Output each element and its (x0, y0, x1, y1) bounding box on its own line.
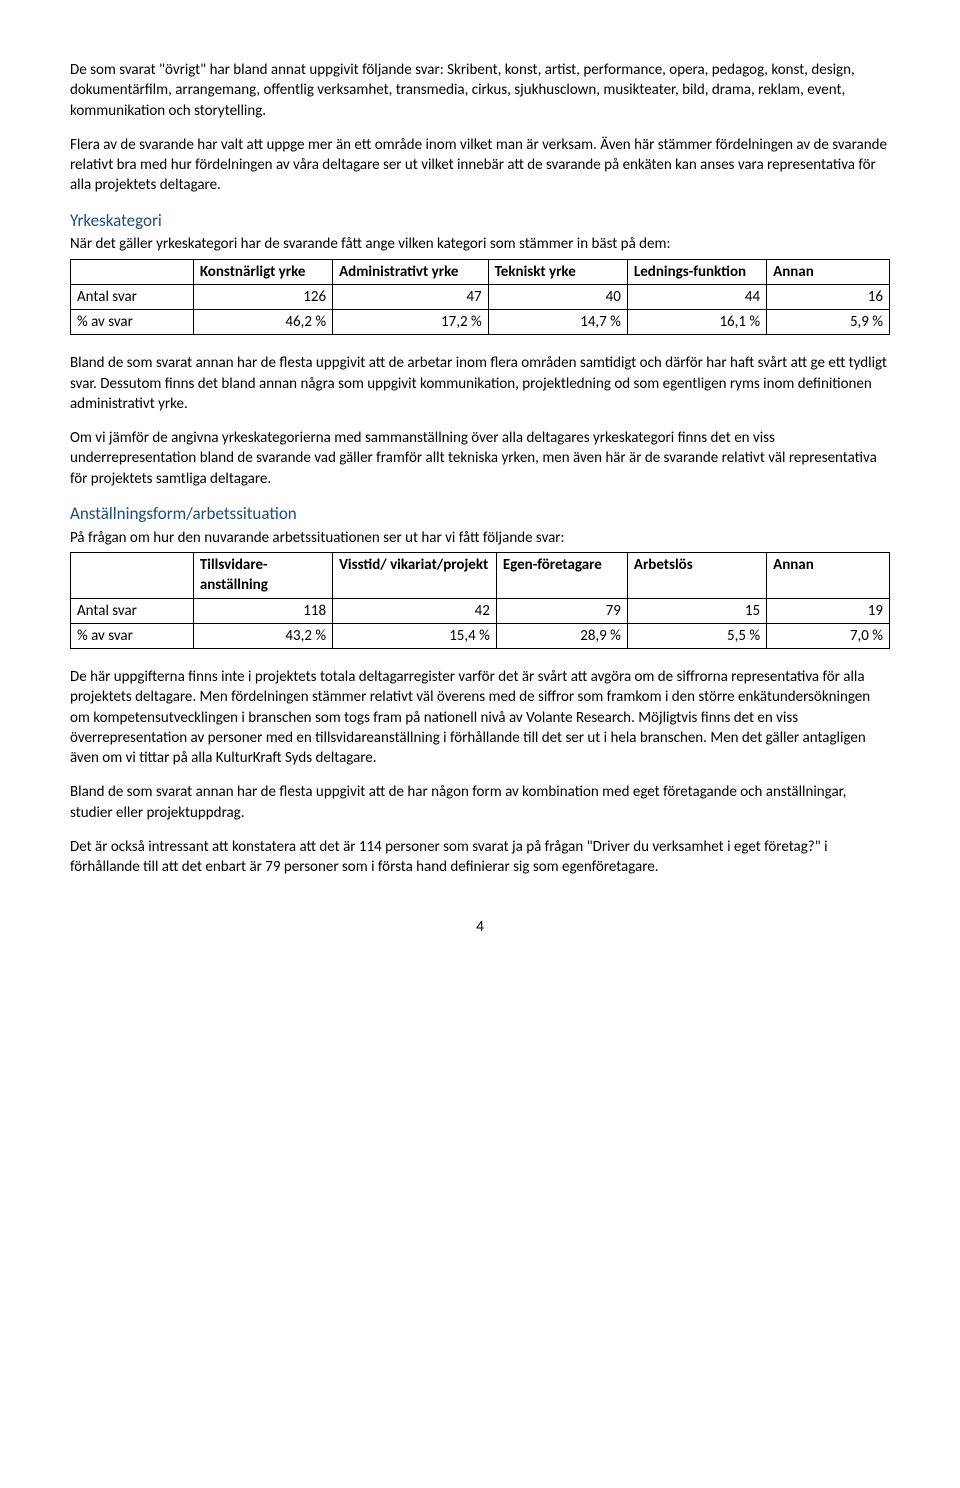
table-cell: 44 (627, 284, 766, 309)
table-header-cell: Tillsvidare-anställning (193, 553, 332, 599)
table-cell: 28,9 % (496, 623, 627, 648)
table-header-cell: Annan (767, 259, 890, 284)
table-cell: 15,4 % (333, 623, 497, 648)
table-cell: 5,9 % (767, 310, 890, 335)
table-header-cell: Annan (767, 553, 890, 599)
table-cell: Antal svar (71, 598, 194, 623)
table-row: Antal svar 118 42 79 15 19 (71, 598, 890, 623)
table-row: % av svar 43,2 % 15,4 % 28,9 % 5,5 % 7,0… (71, 623, 890, 648)
table-cell: 17,2 % (333, 310, 489, 335)
table-cell: 43,2 % (193, 623, 332, 648)
table-header-cell: Administrativt yrke (333, 259, 489, 284)
table-cell: 79 (496, 598, 627, 623)
table-cell: 126 (193, 284, 332, 309)
table-header-cell: Lednings-funktion (627, 259, 766, 284)
table-header-cell (71, 259, 194, 284)
paragraph: Flera av de svarande har valt att uppge … (70, 135, 890, 196)
table-cell: 7,0 % (767, 623, 890, 648)
table-cell: 42 (333, 598, 497, 623)
table-header-cell: Tekniskt yrke (488, 259, 627, 284)
paragraph: Bland de som svarat annan har de flesta … (70, 353, 890, 414)
table-anstallningsform: Tillsvidare-anställning Visstid/ vikaria… (70, 552, 890, 649)
table-row: % av svar 46,2 % 17,2 % 14,7 % 16,1 % 5,… (71, 310, 890, 335)
paragraph: På frågan om hur den nuvarande arbetssit… (70, 528, 890, 548)
table-cell: 19 (767, 598, 890, 623)
table-cell: Antal svar (71, 284, 194, 309)
table-header-cell: Konstnärligt yrke (193, 259, 332, 284)
table-row: Antal svar 126 47 40 44 16 (71, 284, 890, 309)
paragraph: Det är också intressant att konstatera a… (70, 837, 890, 878)
section-heading-yrkeskategori: Yrkeskategori (70, 210, 890, 233)
table-cell: 16 (767, 284, 890, 309)
paragraph: Om vi jämför de angivna yrkeskategoriern… (70, 428, 890, 489)
table-cell: 46,2 % (193, 310, 332, 335)
table-cell: 14,7 % (488, 310, 627, 335)
paragraph: Bland de som svarat annan har de flesta … (70, 782, 890, 823)
table-header-cell: Visstid/ vikariat/projekt (333, 553, 497, 599)
table-cell: 118 (193, 598, 332, 623)
table-header-cell (71, 553, 194, 599)
table-yrkeskategori: Konstnärligt yrke Administrativt yrke Te… (70, 259, 890, 336)
table-cell: 15 (627, 598, 766, 623)
table-header-cell: Egen-företagare (496, 553, 627, 599)
table-cell: 47 (333, 284, 489, 309)
paragraph: De som svarat "övrigt" har bland annat u… (70, 60, 890, 121)
table-cell: % av svar (71, 623, 194, 648)
section-heading-anstallningsform: Anställningsform/arbetssituation (70, 503, 890, 526)
table-cell: % av svar (71, 310, 194, 335)
table-header-row: Tillsvidare-anställning Visstid/ vikaria… (71, 553, 890, 599)
table-header-cell: Arbetslös (627, 553, 766, 599)
page-number: 4 (70, 917, 890, 937)
table-cell: 16,1 % (627, 310, 766, 335)
paragraph: De här uppgifterna finns inte i projekte… (70, 667, 890, 768)
table-cell: 5,5 % (627, 623, 766, 648)
table-header-row: Konstnärligt yrke Administrativt yrke Te… (71, 259, 890, 284)
table-cell: 40 (488, 284, 627, 309)
paragraph: När det gäller yrkeskategori har de svar… (70, 234, 890, 254)
